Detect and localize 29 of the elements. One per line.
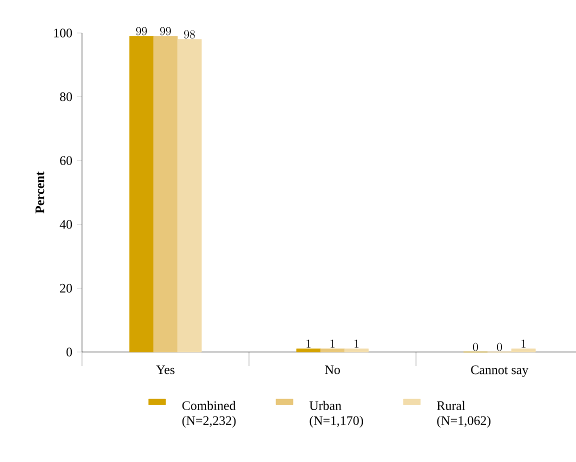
y-tick-label: 0 [66, 348, 72, 356]
bar [153, 36, 178, 352]
data-label: 99 [160, 27, 171, 36]
bar [344, 348, 369, 352]
data-label: 1 [330, 340, 334, 348]
y-tick-label: 20 [60, 284, 72, 293]
y-axis-title: Percent [36, 171, 44, 214]
data-label: 1 [306, 340, 310, 348]
data-label: 1 [522, 340, 526, 348]
data-label: 0 [473, 342, 478, 352]
y-tick-label: 100 [54, 28, 72, 38]
legend-label: Urban (N=1,170) [309, 400, 364, 428]
x-tick-label: Cannot say [471, 366, 528, 377]
data-label: 99 [136, 27, 147, 36]
bar [296, 348, 321, 352]
data-label: 98 [184, 30, 195, 38]
data-label: 0 [497, 342, 502, 352]
bar [129, 36, 154, 352]
x-tick-label: Yes [156, 366, 174, 374]
bar [177, 39, 202, 352]
x-tick-label: No [324, 366, 340, 374]
bar [511, 348, 536, 352]
y-tick-label: 80 [60, 92, 72, 102]
data-label: 1 [354, 340, 358, 348]
legend-label: Rural (N=1,062) [436, 400, 490, 428]
bar [320, 348, 345, 352]
legend-label: Combined (N=2,232) [182, 400, 236, 428]
y-tick-label: 60 [60, 156, 72, 165]
y-tick-label: 40 [60, 220, 72, 229]
